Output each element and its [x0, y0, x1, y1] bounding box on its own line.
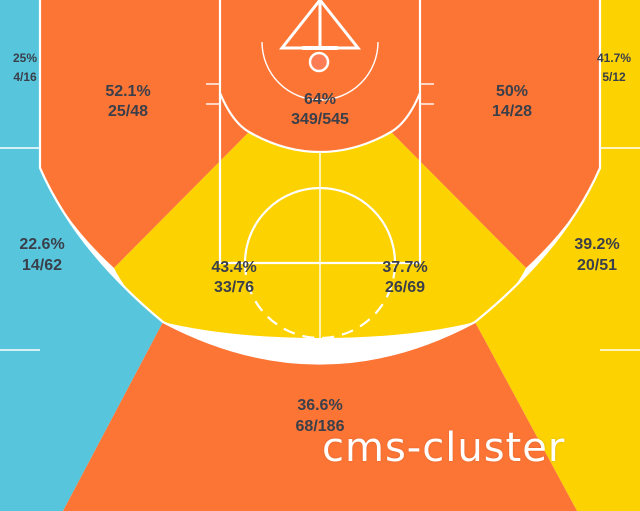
zone-left-elbow-mid: [114, 132, 320, 338]
right-baseline-mid-pct: 50%: [496, 83, 528, 100]
right-wing-three-pct: 39.2%: [574, 236, 619, 253]
watermark-text: cms-cluster: [322, 425, 566, 471]
restricted-area-made-att: 349/545: [291, 111, 349, 128]
zone-left-baseline-mid: [40, 0, 249, 268]
zone-labels: 25% 4/16 41.7% 5/12 52.1% 25/48 64% 349/…: [13, 51, 631, 435]
right-corner-pct: 41.7%: [597, 51, 631, 65]
left-corner-made-att: 4/16: [13, 70, 37, 84]
zone-top-key-three: [63, 322, 577, 511]
right-baseline-mid-made-att: 14/28: [492, 103, 532, 120]
zone-right-baseline-mid: [391, 0, 600, 268]
left-baseline-mid-made-att: 25/48: [108, 103, 148, 120]
court-lines: [0, 0, 640, 364]
rim-icon: [308, 51, 330, 73]
zone-restricted-area: [220, 0, 420, 152]
basket: [278, 0, 362, 73]
restricted-area-pct: 64%: [304, 91, 336, 108]
left-wing-three-made-att: 14/62: [22, 257, 62, 274]
left-elbow-mid-pct: 43.4%: [211, 259, 256, 276]
right-corner-made-att: 5/12: [602, 70, 626, 84]
top-key-three-made-att: 68/186: [296, 418, 345, 435]
zone-right-elbow-mid: [320, 132, 526, 338]
left-baseline-mid-pct: 52.1%: [105, 83, 150, 100]
left-corner-pct: 25%: [13, 51, 37, 65]
right-elbow-mid-made-att: 26/69: [385, 279, 425, 296]
top-key-three-pct: 36.6%: [297, 397, 342, 414]
zone-left-wing-three: [0, 0, 163, 511]
right-wing-three-made-att: 20/51: [577, 257, 617, 274]
left-wing-three-pct: 22.6%: [19, 236, 64, 253]
zone-right-wing-three: [475, 0, 640, 511]
right-elbow-mid-pct: 37.7%: [382, 259, 427, 276]
left-elbow-mid-made-att: 33/76: [214, 279, 254, 296]
